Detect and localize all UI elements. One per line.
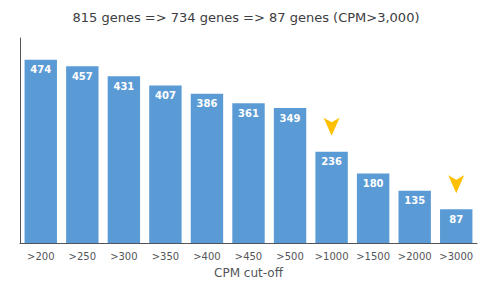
svg-text:>450: >450 — [235, 251, 262, 262]
svg-text:815 genes => 734 genes => 87 g: 815 genes => 734 genes => 87 genes (CPM>… — [73, 10, 420, 25]
svg-text:236: 236 — [321, 156, 342, 167]
svg-text:>1000: >1000 — [315, 251, 349, 262]
svg-text:349: 349 — [280, 113, 301, 124]
svg-text:>1500: >1500 — [356, 251, 390, 262]
svg-text:407: 407 — [155, 90, 176, 101]
svg-text:>350: >350 — [152, 251, 179, 262]
svg-text:135: 135 — [404, 195, 425, 206]
svg-text:>200: >200 — [27, 251, 54, 262]
svg-text:>400: >400 — [193, 251, 220, 262]
svg-text:>2000: >2000 — [398, 251, 432, 262]
svg-text:87: 87 — [449, 214, 463, 225]
svg-text:431: 431 — [113, 81, 134, 92]
svg-text:>3000: >3000 — [439, 251, 473, 262]
svg-text:457: 457 — [72, 71, 93, 82]
svg-text:361: 361 — [238, 108, 259, 119]
svg-text:386: 386 — [197, 98, 218, 109]
svg-text:>250: >250 — [69, 251, 96, 262]
svg-text:474: 474 — [30, 64, 51, 75]
svg-text:>500: >500 — [276, 251, 303, 262]
svg-text:CPM cut-off: CPM cut-off — [214, 266, 284, 280]
svg-text:180: 180 — [363, 178, 384, 189]
svg-text:>300: >300 — [110, 251, 137, 262]
